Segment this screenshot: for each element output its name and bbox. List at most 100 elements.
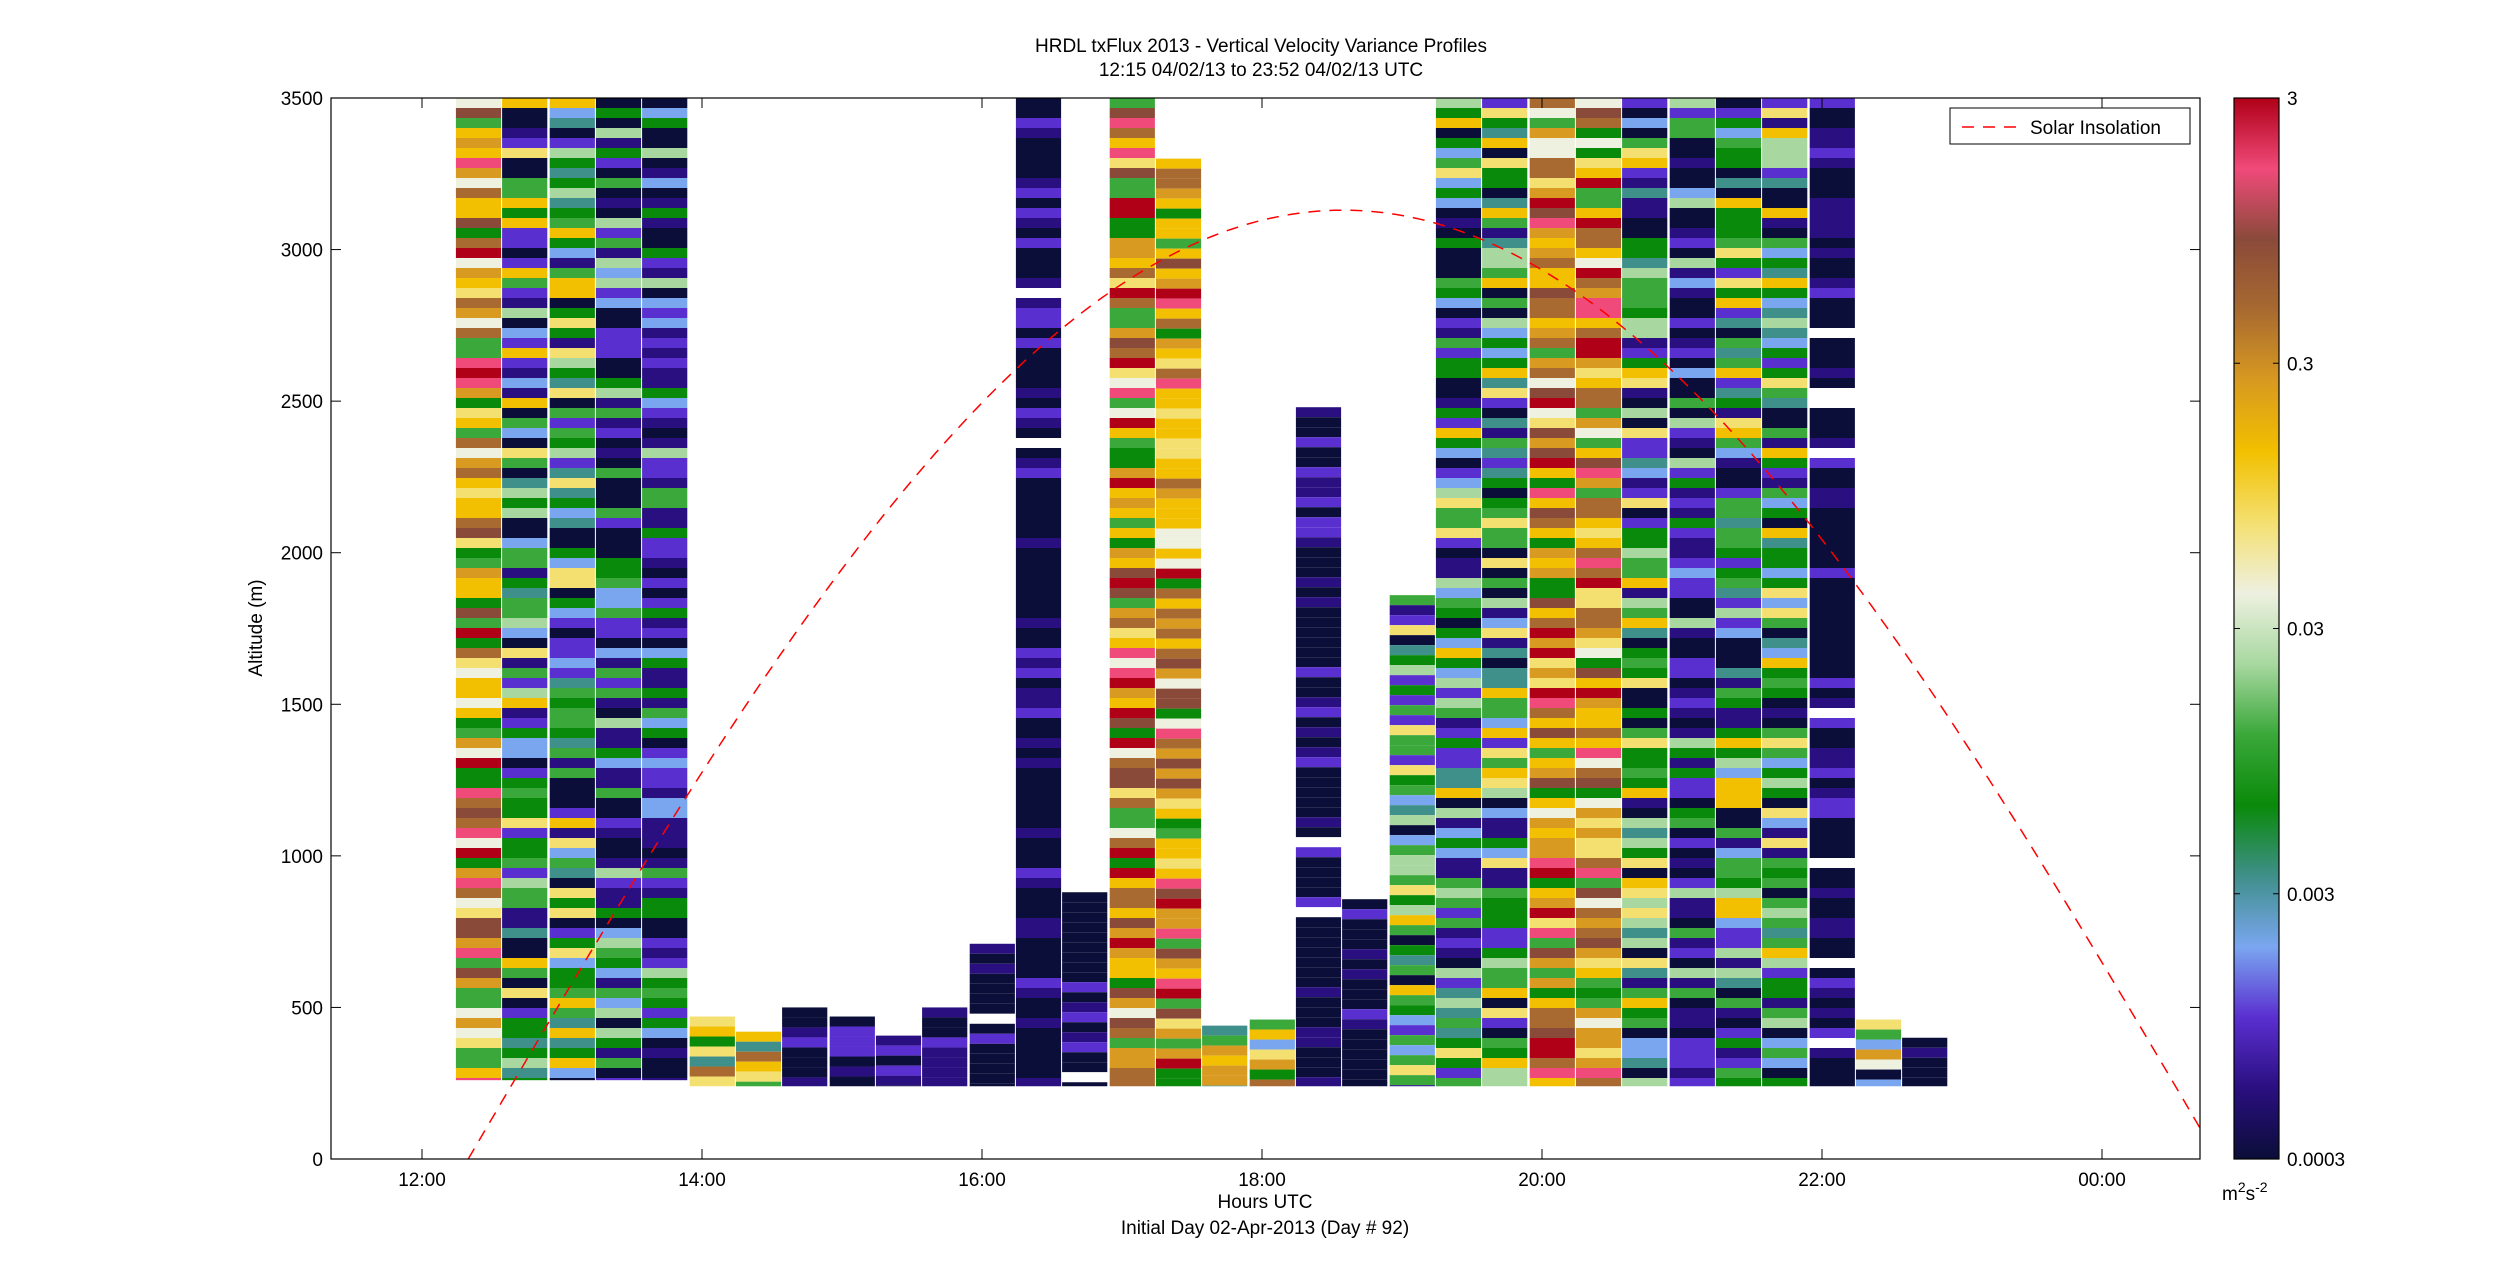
- heatmap-cell: [1622, 748, 1668, 758]
- heatmap-cell: [595, 678, 642, 688]
- heatmap-cell: [1622, 628, 1668, 638]
- heatmap-cell: [1015, 578, 1062, 588]
- heatmap-cell: [1715, 248, 1762, 258]
- heatmap-cell: [1015, 798, 1062, 808]
- heatmap-cell: [1762, 748, 1808, 758]
- heatmap-cell: [1622, 638, 1668, 648]
- heatmap-cell: [549, 148, 595, 158]
- heatmap-cell: [642, 848, 688, 858]
- heatmap-cell: [1435, 1008, 1482, 1018]
- heatmap-cell: [502, 218, 548, 228]
- heatmap-cell: [1109, 688, 1155, 698]
- heatmap-cell: [455, 718, 502, 728]
- heatmap-cell: [642, 488, 688, 498]
- heatmap-cell: [689, 1046, 735, 1057]
- heatmap-cell: [1482, 898, 1528, 908]
- heatmap-cell: [782, 1067, 828, 1078]
- heatmap-cell: [1435, 468, 1482, 478]
- heatmap-cell: [1529, 268, 1575, 278]
- heatmap-cell: [1435, 698, 1482, 708]
- heatmap-cell: [1295, 767, 1342, 778]
- heatmap-cell: [1809, 928, 1855, 938]
- heatmap-cell: [1109, 568, 1155, 578]
- heatmap-cell: [1482, 618, 1528, 628]
- heatmap-cell: [1389, 905, 1435, 916]
- heatmap-cell: [549, 248, 595, 258]
- heatmap-cell: [1482, 188, 1528, 198]
- heatmap-cell: [1015, 318, 1062, 328]
- heatmap-cell: [1109, 188, 1155, 198]
- heatmap-cell: [1575, 948, 1622, 958]
- heatmap-cell: [1669, 538, 1715, 548]
- heatmap-cell: [1109, 238, 1155, 248]
- heatmap-cell: [1342, 1029, 1388, 1040]
- heatmap-cell: [1575, 248, 1622, 258]
- heatmap-cell: [1762, 528, 1808, 538]
- heatmap-cell: [1809, 668, 1855, 678]
- heatmap-cell: [1622, 988, 1668, 998]
- heatmap-cell: [1669, 118, 1715, 128]
- heatmap-cell: [642, 518, 688, 528]
- heatmap-cell: [642, 628, 688, 638]
- heatmap-cell: [1529, 478, 1575, 488]
- heatmap-cell: [689, 1056, 735, 1067]
- heatmap-cell: [549, 678, 595, 688]
- heatmap-cell: [455, 708, 502, 718]
- heatmap-cell: [1529, 1008, 1575, 1018]
- heatmap-cell: [642, 1008, 688, 1018]
- heatmap-cell: [1529, 758, 1575, 768]
- heatmap-cell: [1435, 838, 1482, 848]
- heatmap-cell: [1575, 808, 1622, 818]
- heatmap-cell: [595, 618, 642, 628]
- heatmap-cell: [1762, 518, 1808, 528]
- heatmap-cell: [1015, 228, 1062, 238]
- heatmap-cell: [455, 888, 502, 898]
- heatmap-cell: [1015, 888, 1062, 898]
- heatmap-cell: [549, 258, 595, 268]
- heatmap-cell: [1715, 338, 1762, 348]
- heatmap-cell: [1669, 548, 1715, 558]
- heatmap-cell: [1062, 1032, 1108, 1043]
- heatmap-cell: [1762, 388, 1808, 398]
- heatmap-cell: [1109, 748, 1155, 758]
- heatmap-cell: [1575, 998, 1622, 1008]
- heatmap-cell: [1295, 897, 1342, 908]
- heatmap-cell: [1715, 728, 1762, 738]
- heatmap-cell: [1435, 298, 1482, 308]
- heatmap-cell: [455, 228, 502, 238]
- heatmap-cell: [1809, 988, 1855, 998]
- heatmap-cell: [502, 838, 548, 848]
- heatmap-cell: [1435, 818, 1482, 828]
- heatmap-cell: [1809, 648, 1855, 658]
- heatmap-cell: [1295, 637, 1342, 648]
- heatmap-cell: [1715, 458, 1762, 468]
- heatmap-cell: [1529, 618, 1575, 628]
- heatmap-cell: [1295, 527, 1342, 538]
- heatmap-cell: [1015, 378, 1062, 388]
- heatmap-cell: [1155, 398, 1202, 409]
- heatmap-cell: [549, 548, 595, 558]
- heatmap-cell: [1155, 578, 1202, 589]
- heatmap-cell: [1435, 918, 1482, 928]
- heatmap-cell: [455, 1048, 502, 1058]
- heatmap-cell: [1622, 418, 1668, 428]
- heatmap-cell: [1622, 448, 1668, 458]
- heatmap-cell: [1389, 875, 1435, 886]
- heatmap-cell: [1575, 618, 1622, 628]
- heatmap-cell: [1762, 368, 1808, 378]
- heatmap-cell: [502, 818, 548, 828]
- heatmap-cell: [829, 1026, 875, 1037]
- heatmap-cell: [1809, 658, 1855, 668]
- heatmap-cell: [1015, 628, 1062, 638]
- heatmap-cell: [1155, 1068, 1202, 1079]
- heatmap-cell: [1809, 308, 1855, 318]
- heatmap-cell: [1482, 1068, 1528, 1078]
- heatmap-cell: [1155, 358, 1202, 369]
- heatmap-cell: [1015, 778, 1062, 788]
- heatmap-cell: [1809, 488, 1855, 498]
- heatmap-cell: [1529, 388, 1575, 398]
- heatmap-cell: [1622, 438, 1668, 448]
- heatmap-cell: [455, 488, 502, 498]
- heatmap-cell: [1435, 968, 1482, 978]
- heatmap-cell: [642, 398, 688, 408]
